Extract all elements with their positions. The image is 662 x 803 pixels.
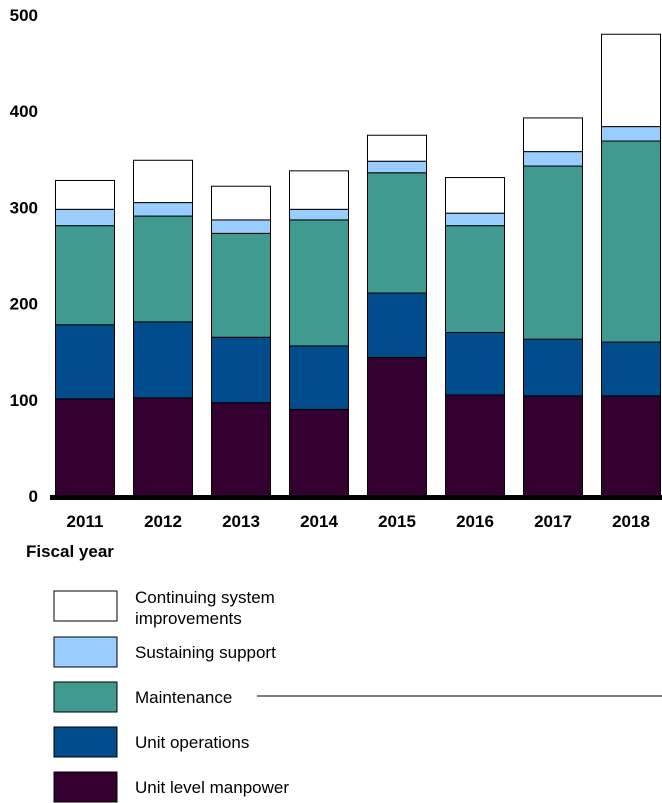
bar-segment-2013-0 [211,402,271,497]
bar-segment-2015-1 [367,292,427,358]
bar-segment-2011-2 [55,225,115,326]
bar-segment-2013-2 [211,232,271,338]
legend-label-0: Continuing system [135,588,275,607]
bar-segment-2014-1 [289,345,349,410]
bar-stacks [55,33,661,497]
bar-segment-2014-2 [289,219,349,347]
y-tick-label: 200 [10,295,38,314]
bar-segment-2017-0 [523,395,583,497]
bar-segment-2015-4 [367,134,427,162]
y-tick-label: 500 [10,6,38,25]
bar-segment-2017-2 [523,165,583,340]
bar-segment-2018-4 [601,33,661,128]
bar-segment-2015-3 [367,160,427,174]
x-tick-label: 2016 [456,512,494,531]
bar-segment-2016-2 [445,225,505,333]
bar-segment-2013-1 [211,336,271,404]
y-tick-label: 300 [10,198,38,217]
y-tick-label: 0 [29,487,38,506]
bar-segment-2012-0 [133,397,193,497]
legend-label-3: Unit operations [135,733,249,752]
bar-segment-2018-1 [601,341,661,397]
x-axis-title: Fiscal year [26,542,114,561]
bar-segment-2017-1 [523,338,583,397]
bar-segment-2016-0 [445,394,505,497]
x-tick-label: 2015 [378,512,416,531]
bar-segment-2014-3 [289,208,349,221]
bar-segment-2015-2 [367,172,427,294]
legend-label-1: Sustaining support [135,643,276,662]
x-tick-label: 2018 [612,512,650,531]
bar-segment-2015-0 [367,356,427,497]
x-tick-label: 2012 [144,512,182,531]
bar-segment-2018-2 [601,140,661,343]
y-tick-label: 400 [10,102,38,121]
bar-segment-2011-3 [55,208,115,227]
bar-segment-2016-4 [445,177,505,214]
y-tick-label: 100 [10,391,38,410]
legend-swatch-3 [53,726,118,758]
bar-segment-2012-2 [133,215,193,323]
legend-swatch-4 [53,771,118,803]
x-tick-label: 2013 [222,512,260,531]
bar-segment-2017-3 [523,151,583,167]
legend-swatch-0 [53,590,118,622]
legend: Continuing system improvements Sustaining … [53,588,662,803]
bar-segment-2016-3 [445,212,505,227]
x-axis-ticks: 2011 2012 2013 2014 2015 2016 2017 2018 [67,512,650,531]
y-axis-ticks: 0 100 200 300 400 500 [10,6,38,506]
x-tick-label: 2011 [67,512,104,531]
legend-label-0: improvements [135,609,242,628]
bar-segment-2016-1 [445,331,505,396]
bar-segment-2012-3 [133,202,193,217]
bar-segment-2012-1 [133,321,193,399]
bar-segment-2012-4 [133,159,193,204]
bar-segment-2013-3 [211,219,271,234]
bar-segment-2018-3 [601,126,661,142]
bar-segment-2014-4 [289,170,349,210]
legend-swatch-1 [53,636,118,668]
legend-label-4: Unit level manpower [135,778,289,797]
x-tick-label: 2017 [534,512,572,531]
legend-label-2: Maintenance [135,688,232,707]
bar-segment-2011-4 [55,179,115,210]
bar-segment-2017-4 [523,117,583,153]
bar-segment-2014-0 [289,408,349,497]
legend-swatch-2 [53,681,118,713]
bar-segment-2018-0 [601,395,661,497]
x-tick-label: 2014 [300,512,338,531]
bar-segment-2011-0 [55,398,115,497]
bar-segment-2013-4 [211,185,271,221]
bar-segment-2011-1 [55,324,115,400]
